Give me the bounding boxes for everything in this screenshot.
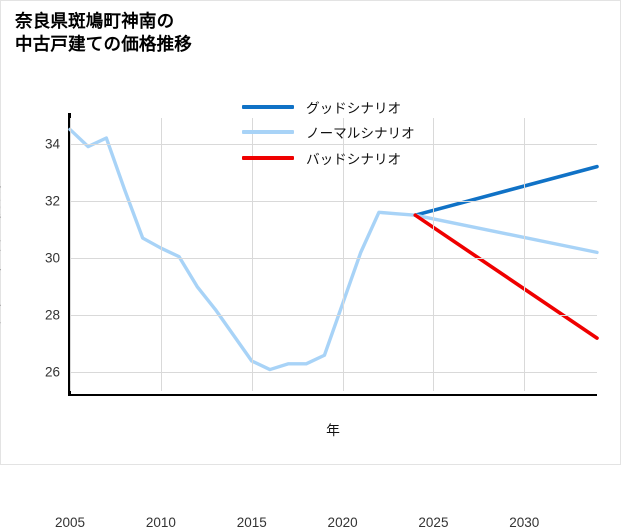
x-tick-label: 2015 xyxy=(236,515,267,530)
legend-item[interactable]: グッドシナリオ xyxy=(242,94,472,120)
gridline-vertical xyxy=(251,118,253,391)
x-tick-label: 2025 xyxy=(418,515,449,530)
gridline-vertical xyxy=(433,118,435,391)
series-line xyxy=(413,213,599,255)
legend-item-label: バッドシナリオ xyxy=(306,151,402,167)
gridline-horizontal xyxy=(70,143,597,145)
y-axis-spine xyxy=(68,113,71,396)
x-tick-label: 2030 xyxy=(509,515,540,530)
gridline-horizontal xyxy=(70,200,597,202)
legend-color-swatch xyxy=(242,104,294,109)
series-line xyxy=(68,127,417,372)
legend-item-label: ノーマルシナリオ xyxy=(306,126,415,142)
gridline-vertical xyxy=(160,118,162,391)
chart-legend: グッドシナリオ ノーマルシナリオ バッドシナリオ xyxy=(242,94,472,171)
y-tick-label: 34 xyxy=(44,136,60,152)
y-tick-label: 28 xyxy=(44,307,60,323)
y-tick-label: 26 xyxy=(44,364,60,380)
x-axis-label: 年 xyxy=(326,423,340,438)
x-tick-label: 2020 xyxy=(327,515,358,530)
y-axis-label: 坪（3.3㎡）単価（万円） xyxy=(0,174,2,332)
page-title: 奈良県斑鳩町神南の 中古戸建ての価格推移 xyxy=(15,11,192,55)
series-line xyxy=(413,164,599,217)
legend-item[interactable]: バッドシナリオ xyxy=(242,145,472,171)
x-tick-label: 2010 xyxy=(145,515,176,530)
gridline-horizontal xyxy=(70,372,597,374)
plot-canvas xyxy=(68,118,599,391)
gridline-horizontal xyxy=(70,258,597,260)
legend-color-swatch xyxy=(242,130,294,135)
x-tick-label: 2005 xyxy=(54,515,86,530)
gridline-horizontal xyxy=(70,315,597,317)
chart-lines xyxy=(68,127,599,372)
gridline-vertical xyxy=(524,118,526,391)
y-tick-label: 30 xyxy=(44,250,60,266)
legend-item-label: グッドシナリオ xyxy=(306,100,402,116)
x-axis-spine xyxy=(68,393,597,397)
series-line xyxy=(413,213,599,340)
gridline-vertical xyxy=(70,118,71,391)
legend-item[interactable]: ノーマルシナリオ xyxy=(242,120,472,146)
legend-color-swatch xyxy=(242,155,294,160)
gridline-vertical xyxy=(342,118,344,391)
y-tick-label: 32 xyxy=(44,193,60,209)
